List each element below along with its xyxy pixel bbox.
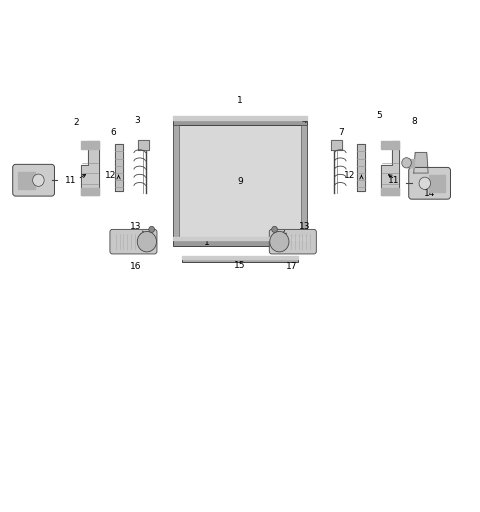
Circle shape bbox=[149, 226, 155, 232]
Polygon shape bbox=[138, 140, 149, 150]
Text: 8: 8 bbox=[411, 117, 417, 126]
Text: 13: 13 bbox=[299, 222, 311, 231]
Text: 14: 14 bbox=[424, 188, 435, 198]
Polygon shape bbox=[81, 141, 99, 149]
Polygon shape bbox=[414, 153, 428, 173]
Text: 11: 11 bbox=[65, 176, 77, 185]
Text: 3: 3 bbox=[134, 116, 140, 125]
Polygon shape bbox=[381, 141, 399, 149]
Circle shape bbox=[270, 231, 289, 252]
FancyBboxPatch shape bbox=[13, 164, 55, 196]
Polygon shape bbox=[115, 144, 123, 191]
Polygon shape bbox=[381, 141, 399, 195]
Circle shape bbox=[33, 174, 44, 186]
FancyBboxPatch shape bbox=[110, 229, 157, 254]
Text: 4: 4 bbox=[302, 116, 308, 125]
Text: 17: 17 bbox=[286, 262, 298, 271]
Text: 13: 13 bbox=[130, 222, 142, 231]
FancyBboxPatch shape bbox=[409, 167, 450, 199]
Bar bbox=[301, 125, 307, 237]
Polygon shape bbox=[429, 175, 444, 192]
Text: 10: 10 bbox=[22, 182, 34, 191]
Text: 16: 16 bbox=[130, 262, 142, 271]
Polygon shape bbox=[81, 141, 99, 195]
Circle shape bbox=[272, 226, 277, 232]
Polygon shape bbox=[331, 140, 342, 150]
Text: 9: 9 bbox=[237, 177, 243, 186]
FancyBboxPatch shape bbox=[269, 229, 316, 254]
Text: 12: 12 bbox=[105, 170, 116, 180]
Text: 15: 15 bbox=[234, 261, 246, 270]
Bar bbox=[173, 125, 307, 237]
Text: 5: 5 bbox=[376, 111, 382, 120]
Polygon shape bbox=[357, 144, 365, 191]
Circle shape bbox=[402, 158, 411, 168]
Circle shape bbox=[419, 177, 431, 189]
Bar bbox=[173, 237, 307, 246]
Text: 6: 6 bbox=[110, 127, 116, 137]
Bar bbox=[173, 116, 307, 125]
Circle shape bbox=[137, 231, 156, 252]
Text: 1: 1 bbox=[204, 238, 209, 247]
Bar bbox=[173, 125, 179, 237]
Text: 2: 2 bbox=[73, 118, 79, 127]
Polygon shape bbox=[81, 188, 99, 195]
Polygon shape bbox=[381, 188, 399, 195]
Text: 7: 7 bbox=[338, 127, 344, 137]
Polygon shape bbox=[19, 172, 35, 189]
Polygon shape bbox=[407, 159, 414, 167]
Bar bbox=[182, 256, 298, 262]
Text: 1: 1 bbox=[237, 96, 243, 105]
Text: 12: 12 bbox=[344, 170, 355, 180]
Text: 11: 11 bbox=[388, 176, 399, 185]
